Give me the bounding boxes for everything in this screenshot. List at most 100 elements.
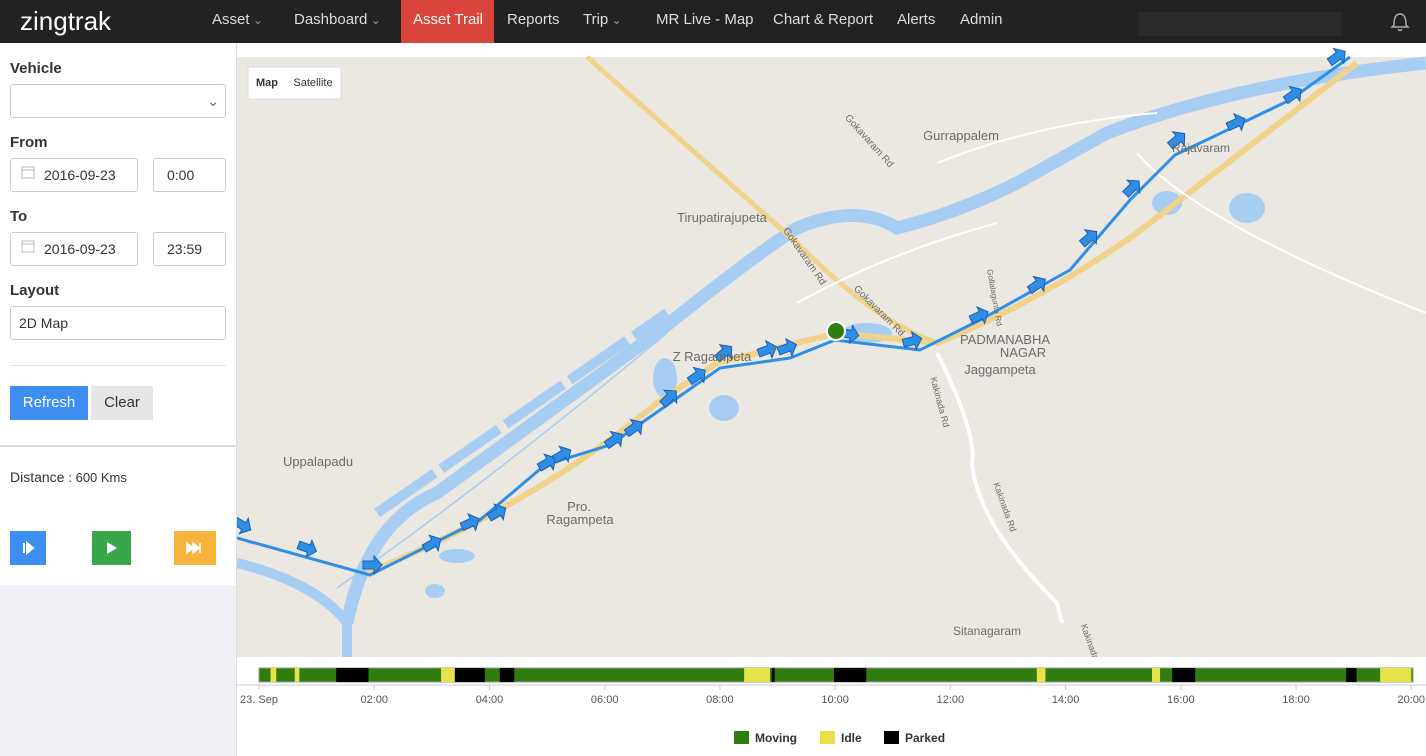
- direction-arrow: [968, 306, 989, 325]
- legend-label[interactable]: Parked: [905, 731, 945, 745]
- step-button[interactable]: [10, 531, 46, 565]
- search[interactable]: [1138, 12, 1342, 36]
- divider: [0, 445, 236, 447]
- to-time[interactable]: 23:59: [153, 232, 226, 266]
- nav-item[interactable]: Reports: [507, 11, 560, 28]
- place-label: Gurrappalem: [923, 128, 999, 143]
- legend-label[interactable]: Moving: [755, 731, 797, 745]
- label: From: [10, 134, 48, 151]
- direction-arrow: [1122, 179, 1141, 198]
- label: To: [10, 208, 28, 225]
- refresh-button[interactable]: Refresh: [10, 386, 88, 420]
- tick-label: 06:00: [591, 694, 619, 706]
- status-segment: [441, 668, 455, 682]
- nav-item[interactable]: Dashboard ⌄: [294, 11, 381, 28]
- nav-item[interactable]: Trip ⌄: [583, 11, 622, 28]
- place-label: PADMANABHA: [960, 332, 1050, 347]
- status-segment: [1380, 668, 1412, 682]
- tick-label: 02:00: [360, 694, 388, 706]
- canal: [374, 308, 670, 518]
- direction-arrow: [551, 445, 572, 464]
- direction-arrow: [536, 453, 557, 472]
- arrows: [237, 47, 1346, 576]
- direction-arrow: [237, 516, 252, 535]
- place-label: Z Ragampeta: [673, 349, 753, 364]
- direction-arrow: [296, 538, 318, 559]
- direction-arrow: [1078, 229, 1098, 248]
- distance: Distance : 600 Kms: [10, 469, 127, 485]
- direction-arrow: [1282, 85, 1302, 105]
- status-segment: [1152, 668, 1161, 682]
- direction-arrow: [459, 513, 480, 532]
- logo[interactable]: zingtrak: [20, 6, 112, 36]
- status-segment: [270, 668, 277, 682]
- fast-forward-button[interactable]: [174, 531, 216, 565]
- direction-arrow: [1026, 275, 1046, 295]
- status-segment: [1172, 668, 1196, 682]
- vehicle-select[interactable]: ⌄: [10, 84, 226, 118]
- direction-arrow: [901, 330, 923, 351]
- direction-arrow: [486, 503, 507, 522]
- calendar-icon: [21, 240, 35, 253]
- status-segment: [1036, 668, 1046, 682]
- river: [340, 56, 1426, 625]
- tick-label: 10:00: [821, 694, 849, 706]
- tick-label: 14:00: [1052, 694, 1080, 706]
- active-tab: [401, 0, 494, 43]
- layout-select[interactable]: 2D Map: [10, 306, 226, 340]
- direction-arrow: [1166, 131, 1186, 150]
- distance-value: : 600 Kms: [68, 470, 127, 485]
- road: [796, 112, 1426, 314]
- tick-label: 20:00: [1398, 694, 1426, 706]
- label: Vehicle: [10, 60, 62, 77]
- direction-arrow: [776, 337, 798, 358]
- header: zingtrak Asset ⌄ Dashboard ⌄ Asset Trail Re…: [0, 0, 1426, 43]
- bell-icon[interactable]: [1390, 10, 1410, 32]
- clear-button[interactable]: Clear: [91, 386, 153, 420]
- status-segment: [499, 668, 515, 682]
- direction-arrow: [623, 418, 643, 438]
- nav-item[interactable]: Chart & Report: [773, 11, 874, 28]
- road: [935, 352, 1064, 624]
- map-type-control: [247, 66, 342, 100]
- nav-item[interactable]: Asset ⌄: [212, 11, 263, 28]
- status-segment: [771, 668, 775, 682]
- place-label: Sitanagaram: [953, 624, 1021, 638]
- nav-item[interactable]: Admin: [960, 11, 1003, 28]
- nav-item[interactable]: MR Live - Map: [656, 11, 754, 28]
- tick-label: 18:00: [1282, 694, 1310, 706]
- nav-item[interactable]: Alerts: [897, 11, 936, 28]
- status-segment: [336, 668, 369, 682]
- place-label: Uppalapadu: [283, 454, 353, 469]
- status-segment: [1346, 668, 1357, 682]
- place-label: Tirupatirajupeta: [677, 210, 768, 225]
- from-date[interactable]: 2016-09-23: [10, 158, 138, 192]
- nav-item[interactable]: Asset Trail: [413, 11, 484, 28]
- timeline: 23. Sep 02:00 04:00 06:00 08:00 10:00 12:00 14:…: [237, 657, 1426, 756]
- play-button[interactable]: [92, 531, 131, 565]
- from-time[interactable]: 0:00: [153, 158, 226, 192]
- label: Layout: [10, 282, 60, 299]
- legend-swatch: [734, 731, 749, 744]
- map-type-button[interactable]: Satellite: [293, 77, 332, 89]
- place-label: Rajavaram: [1172, 141, 1230, 155]
- map-type-button[interactable]: Map: [256, 77, 278, 89]
- place-label: Ragampeta: [546, 512, 614, 527]
- direction-arrow: [1326, 47, 1346, 67]
- sidebar: Vehicle ⌄ From 2016-09-23 0:00 To 2016-0…: [0, 43, 236, 585]
- calendar-icon: [21, 166, 35, 179]
- direction-arrow: [421, 534, 442, 553]
- direction-arrow: [603, 430, 623, 450]
- start-marker[interactable]: [826, 321, 846, 341]
- status-segment: [294, 668, 300, 682]
- legend-swatch: [820, 731, 835, 744]
- road: [585, 55, 938, 346]
- to-date[interactable]: 2016-09-23: [10, 232, 138, 266]
- divider: [10, 365, 226, 366]
- legend-swatch: [884, 731, 899, 744]
- tick-label: 04:00: [476, 694, 504, 706]
- place-label: NAGAR: [1000, 345, 1046, 360]
- legend-label[interactable]: Idle: [841, 731, 862, 745]
- distance-label: Distance: [10, 469, 65, 485]
